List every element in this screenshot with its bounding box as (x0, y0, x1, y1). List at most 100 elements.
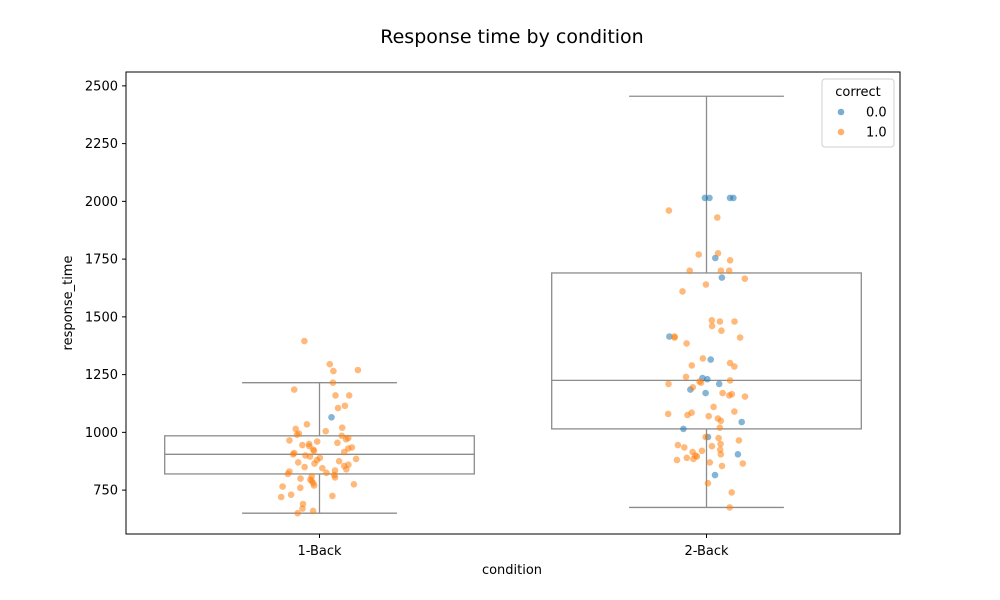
data-point (290, 386, 298, 393)
data-point (735, 437, 743, 444)
iqr-box (551, 272, 862, 430)
legend: correct 0.0 1.0 (821, 78, 895, 148)
data-point (335, 457, 343, 465)
data-point (715, 380, 723, 388)
data-point (731, 318, 738, 325)
data-point (338, 424, 346, 432)
data-point (331, 474, 339, 481)
data-point (741, 393, 749, 400)
data-point (293, 431, 301, 439)
y-tick-label: 1750 (85, 253, 118, 268)
data-point (294, 459, 302, 466)
data-point (342, 436, 350, 443)
data-point (682, 373, 690, 381)
box-2-back (551, 95, 862, 509)
data-point (297, 484, 304, 492)
y-axis-label: response_time (61, 256, 76, 351)
data-point (664, 410, 672, 418)
plot-frame (125, 71, 901, 535)
data-point (311, 460, 318, 467)
data-point (704, 375, 711, 383)
data-point (726, 392, 733, 399)
data-point (695, 251, 702, 258)
data-point (343, 466, 350, 473)
data-point (299, 505, 306, 512)
data-point (674, 441, 682, 449)
data-point (306, 453, 314, 460)
data-point (684, 411, 691, 419)
data-point (716, 424, 724, 432)
y-tick-label: 2000 (85, 195, 118, 210)
data-point (319, 464, 326, 472)
data-point (303, 421, 311, 428)
data-point (717, 451, 725, 458)
data-point (345, 392, 353, 399)
data-point (313, 438, 321, 445)
data-point (701, 194, 709, 202)
data-point (688, 362, 696, 369)
data-point (683, 454, 691, 462)
data-point (332, 392, 339, 399)
data-point (328, 414, 335, 421)
y-tick-label: 2250 (85, 137, 118, 152)
data-point (702, 389, 709, 397)
data-point (706, 459, 714, 466)
data-point (726, 257, 734, 264)
y-tick-label: 750 (93, 484, 118, 499)
data-point (738, 418, 745, 426)
data-point (705, 412, 712, 420)
data-point (728, 489, 735, 496)
data-point (686, 267, 693, 275)
data-point (309, 507, 317, 515)
data-point (731, 408, 738, 415)
y-tick-label: 1000 (85, 426, 118, 441)
data-point (329, 492, 336, 500)
data-point (334, 439, 341, 447)
x-tick-label: 1-Back (297, 544, 342, 559)
data-point (350, 481, 358, 488)
data-point (326, 360, 334, 368)
data-point (719, 389, 726, 397)
data-point (708, 317, 716, 324)
data-point (711, 471, 719, 479)
data-point (665, 207, 673, 214)
chart-title: Response time by condition (380, 26, 643, 48)
data-point (717, 267, 725, 275)
legend-entry-label: 1.0 (866, 126, 887, 141)
data-point (681, 444, 688, 451)
data-point (726, 504, 733, 511)
data-point (718, 327, 725, 335)
data-point (714, 250, 722, 257)
legend-marker (837, 128, 845, 136)
data-point (741, 275, 749, 283)
legend-title: correct (835, 85, 881, 100)
data-point (299, 441, 306, 449)
legend-marker (837, 108, 845, 116)
data-point (710, 403, 717, 411)
y-tick-label: 1250 (85, 368, 118, 383)
data-point (689, 384, 697, 391)
data-point (697, 379, 705, 387)
data-point (698, 447, 706, 455)
x-axis: 1-Back 2-Back (297, 534, 729, 559)
data-point (683, 340, 690, 347)
data-point (287, 491, 295, 499)
data-point (726, 377, 734, 384)
data-point (714, 214, 721, 221)
data-point (330, 367, 337, 375)
data-point (718, 274, 726, 281)
data-point (725, 267, 733, 275)
data-point (739, 460, 747, 467)
data-point (679, 288, 686, 295)
data-point (717, 440, 724, 448)
data-point (699, 355, 707, 362)
x-tick-label: 2-Back (684, 544, 729, 559)
data-point (284, 470, 292, 478)
strip-points (277, 194, 749, 517)
data-point (708, 322, 716, 330)
data-point (301, 463, 308, 471)
y-tick-label: 1500 (85, 310, 118, 325)
data-point (310, 447, 318, 455)
data-point (329, 379, 337, 387)
